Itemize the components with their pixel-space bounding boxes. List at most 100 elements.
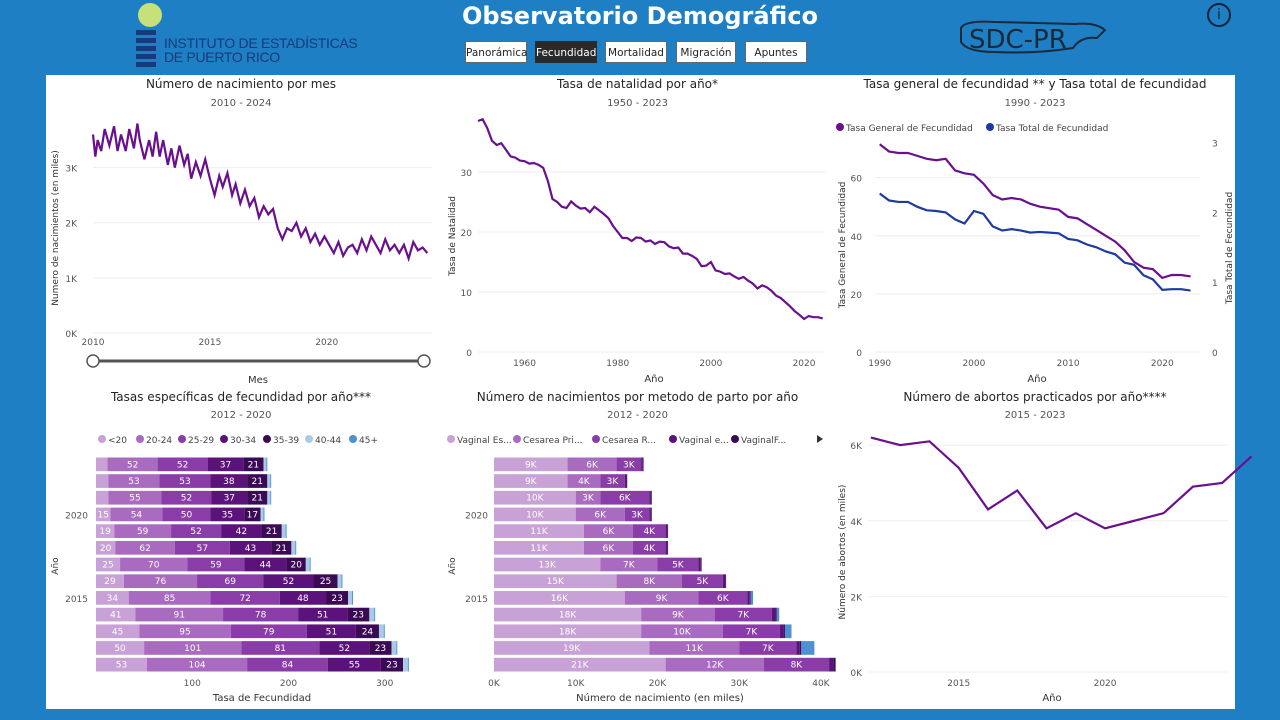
delivery-bar-segment <box>632 540 666 555</box>
delivery-bar-segment <box>649 641 740 655</box>
rates-bar-segment <box>378 624 384 639</box>
delivery-bar-segment <box>722 574 726 589</box>
delivery-bar-segment <box>616 457 642 472</box>
rates-data-label: 38 <box>223 477 235 487</box>
y-tick-label: 2015 <box>465 595 488 605</box>
tab-apuntes[interactable]: Apuntes <box>745 41 807 63</box>
rates-bar-segment <box>96 624 140 639</box>
rates-bar-segment <box>261 524 282 538</box>
delivery-data-label: 12K <box>706 661 724 671</box>
rates-bar-segment <box>341 574 343 589</box>
delivery-bar-segment <box>494 540 584 555</box>
delivery-bar-segment <box>698 557 701 572</box>
delivery-bar-segment <box>665 657 764 672</box>
legend-marker <box>447 435 455 443</box>
rates-bar-segment <box>157 457 208 472</box>
rates-bar-segment <box>96 607 136 622</box>
legend-label: Tasa General de Fecundidad <box>845 124 973 134</box>
y2-tick-label: 1 <box>1212 279 1218 289</box>
rates-data-label: 45 <box>112 627 123 637</box>
rates-bar-segment <box>306 624 356 639</box>
rates-bar-segment <box>96 557 121 572</box>
rates-data-label: 52 <box>283 577 294 587</box>
delivery-data-label: 15K <box>547 577 565 587</box>
y-tick-label: 0K <box>850 669 863 679</box>
delivery-data-label: 16K <box>551 594 569 604</box>
chart4-title: Tasas específicas de fecundidad por año*… <box>110 390 372 404</box>
rates-data-label: 84 <box>282 661 294 671</box>
rates-bar-segment <box>96 507 111 522</box>
rates-data-label: 52 <box>190 527 201 537</box>
delivery-data-label: 7K <box>623 561 636 571</box>
rates-bar-segment <box>229 540 272 555</box>
range-slider-end-handle[interactable] <box>417 354 431 368</box>
delivery-data-label: 7K <box>762 644 775 654</box>
y-tick-label: 2015 <box>65 595 88 605</box>
rates-data-label: 59 <box>137 527 149 537</box>
legend-label: Vaginal e... <box>679 436 729 446</box>
x-axis-label: Número de nacimiento (en miles) <box>576 692 744 704</box>
y-tick-label: 20 <box>461 229 473 239</box>
rates-bar-segment <box>243 457 264 472</box>
y2-tick-label: 3 <box>1212 140 1218 150</box>
rates-bar-segment <box>210 474 248 488</box>
rates-data-label: 59 <box>210 561 222 571</box>
y-tick-label: 20 <box>851 291 863 301</box>
rates-bar-segment <box>286 557 306 572</box>
delivery-bar-segment <box>641 457 643 472</box>
rates-bar-segment <box>96 641 145 655</box>
delivery-bar-segment <box>600 474 625 488</box>
logo-line1: INSTITUTO DE ESTADÍSTICAS <box>164 35 358 51</box>
rates-bar-segment <box>298 607 348 622</box>
rates-data-label: 52 <box>177 460 188 470</box>
rates-bar-segment <box>279 591 327 605</box>
delivery-bar-segment <box>641 624 723 639</box>
logo-line2: DE PUERTO RICO <box>164 49 280 65</box>
x-axis-label: Mes <box>248 375 268 386</box>
tab-migracion[interactable]: Migración <box>676 41 736 63</box>
rates-bar-segment <box>123 574 198 589</box>
delivery-bar-segment <box>575 490 601 505</box>
rates-bar-segment <box>211 490 248 505</box>
delivery-bar-segment <box>583 524 633 538</box>
delivery-bar-segment <box>494 474 568 488</box>
y-axis-label: Numero de nacimientos (en miles) <box>51 150 61 306</box>
delivery-bar-segment <box>750 591 754 605</box>
delivery-bar-segment <box>749 591 751 605</box>
y-axis-label: Tasa General de Fecundidad <box>838 182 848 310</box>
x-tick-label: 10K <box>567 679 585 689</box>
rates-data-label: 69 <box>225 577 237 587</box>
tab-panoramica[interactable]: Panorámica <box>465 41 527 63</box>
info-icon[interactable]: i <box>1207 3 1231 27</box>
delivery-data-label: 7K <box>746 627 759 637</box>
tab-fecundidad[interactable]: Fecundidad <box>535 41 597 63</box>
tab-mortalidad[interactable]: Mortalidad <box>605 41 667 63</box>
delivery-bar-segment <box>722 624 781 639</box>
rates-data-label: 50 <box>181 510 193 520</box>
delivery-data-label: 7K <box>737 611 750 621</box>
chart1-subtitle: 2010 - 2024 <box>210 98 272 109</box>
x-axis-label: Tasa de Fecundidad <box>212 693 311 704</box>
rates-data-label: 21 <box>251 477 262 487</box>
y-tick-label: 10 <box>461 289 473 299</box>
rates-data-label: 62 <box>139 544 150 554</box>
rates-bar-segment <box>223 607 299 622</box>
rates-data-label: 23 <box>353 611 364 621</box>
range-slider-start-handle[interactable] <box>86 354 100 368</box>
delivery-data-label: 6K <box>619 494 632 504</box>
delivery-bar-segment <box>771 607 776 622</box>
delivery-data-label: 6K <box>717 594 730 604</box>
delivery-data-label: 8K <box>791 661 804 671</box>
delivery-bar-segment <box>494 557 601 572</box>
rates-bar-segment <box>174 540 230 555</box>
series-line-abortions <box>870 436 1253 530</box>
rates-data-label: 53 <box>128 477 139 487</box>
legend-next-arrow-icon[interactable] <box>817 435 823 443</box>
rates-data-label: 17 <box>247 510 258 520</box>
rates-bar-segment <box>96 474 109 488</box>
delivery-bar-segment <box>624 507 650 522</box>
delivery-bar-segment <box>698 591 748 605</box>
y-tick-label: 40 <box>851 233 863 243</box>
delivery-bar-segment <box>739 641 797 655</box>
rates-data-label: 78 <box>255 611 267 621</box>
